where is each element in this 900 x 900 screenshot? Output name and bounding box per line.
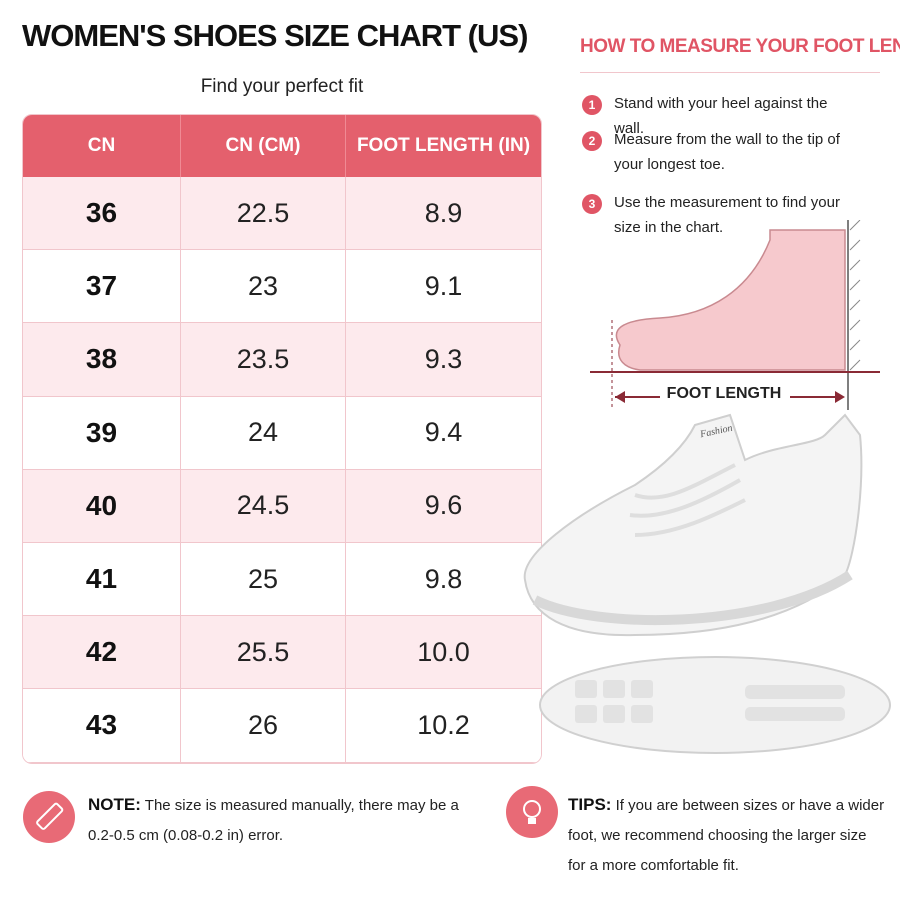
- header-cell: FOOT LENGTH (IN): [356, 135, 531, 156]
- note-label: NOTE:: [88, 795, 141, 814]
- note-icon: [23, 791, 75, 843]
- note-text: The size is measured manually, there may…: [88, 797, 459, 844]
- table-cell: 9.6: [346, 470, 541, 543]
- size-table: CN CN (CM) FOOT LENGTH (IN) 36 22.5 8.9 37 23 9.…: [22, 114, 542, 764]
- table-row: 36 22.5 8.9: [23, 177, 541, 251]
- table-cell: 40: [23, 469, 181, 543]
- step-text: Use the measurement to find your size in…: [614, 194, 840, 236]
- title: WOMEN'S SHOES SIZE CHART (US): [22, 18, 528, 53]
- step-text: Measure from the wall to the tip of your…: [614, 131, 840, 173]
- tips-text: If you are between sizes or have a wider…: [568, 797, 885, 874]
- table-cell: 23: [181, 250, 346, 324]
- divider: [580, 72, 880, 73]
- table-cell: 9.8: [346, 543, 541, 617]
- table-row: 40 24.5 9.6: [23, 469, 541, 543]
- tips: TIPS: If you are between sizes or have a…: [568, 790, 888, 881]
- table-cell: 9.3: [346, 323, 541, 397]
- table-cell: 24: [181, 396, 346, 470]
- shoe-image: [523, 413, 891, 754]
- table-cell: 9.1: [346, 250, 541, 324]
- header-cell: CN (CM): [181, 115, 346, 177]
- table-cell: 24.5: [181, 469, 346, 543]
- tips-label: TIPS:: [568, 795, 612, 814]
- table-cell: 23.5: [181, 323, 346, 397]
- foot-diagram: [590, 220, 880, 410]
- step: 2 Measure from the wall to the tip of you…: [582, 130, 852, 177]
- tips-icon: [506, 786, 558, 838]
- step: 3 Use the measurement to find your size i…: [582, 193, 852, 240]
- note: NOTE: The size is measured manually, the…: [88, 790, 468, 851]
- header-row: CN CN (CM) FOOT LENGTH (IN): [23, 115, 541, 177]
- measure-title: HOW TO MEASURE YOUR FOOT LENGTH: [580, 36, 900, 57]
- subtitle: Find your perfect fit: [200, 76, 364, 97]
- table-row: 43 26 10.2: [23, 689, 541, 763]
- table-cell: 10.2: [346, 689, 541, 763]
- table-cell: 8.9: [346, 177, 541, 251]
- table-cell: 10.0: [346, 616, 541, 690]
- table-cell: 43: [23, 689, 181, 763]
- table-cell: 39: [23, 396, 181, 470]
- step-number: 1: [582, 95, 602, 115]
- table-cell: 42: [23, 616, 181, 690]
- table-cell: 38: [23, 323, 181, 397]
- table-cell: 25.5: [181, 616, 346, 690]
- table-cell: 9.4: [346, 397, 541, 470]
- header-cell: CN: [23, 115, 181, 177]
- table-row: 37 23 9.1: [23, 250, 541, 324]
- table-cell: 25: [181, 543, 346, 617]
- step-number: 3: [582, 194, 602, 214]
- table-cell: 26: [181, 689, 346, 763]
- table-row: 41 25 9.8: [23, 543, 541, 617]
- step-text: Stand with your heel against the wall.: [614, 95, 828, 137]
- table-row: 38 23.5 9.3: [23, 323, 541, 397]
- table-cell: 22.5: [181, 177, 346, 251]
- table-cell: 36: [23, 177, 181, 251]
- table-row: 42 25.5 10.0: [23, 616, 541, 690]
- step-number: 2: [582, 131, 602, 151]
- table-cell: 41: [23, 543, 181, 617]
- step: 1 Stand with your heel against the wall.: [582, 94, 852, 141]
- table-row: 39 24 9.4: [23, 396, 541, 470]
- table-cell: 37: [23, 250, 181, 324]
- diagram-label: FOOT LENGTH: [660, 385, 788, 403]
